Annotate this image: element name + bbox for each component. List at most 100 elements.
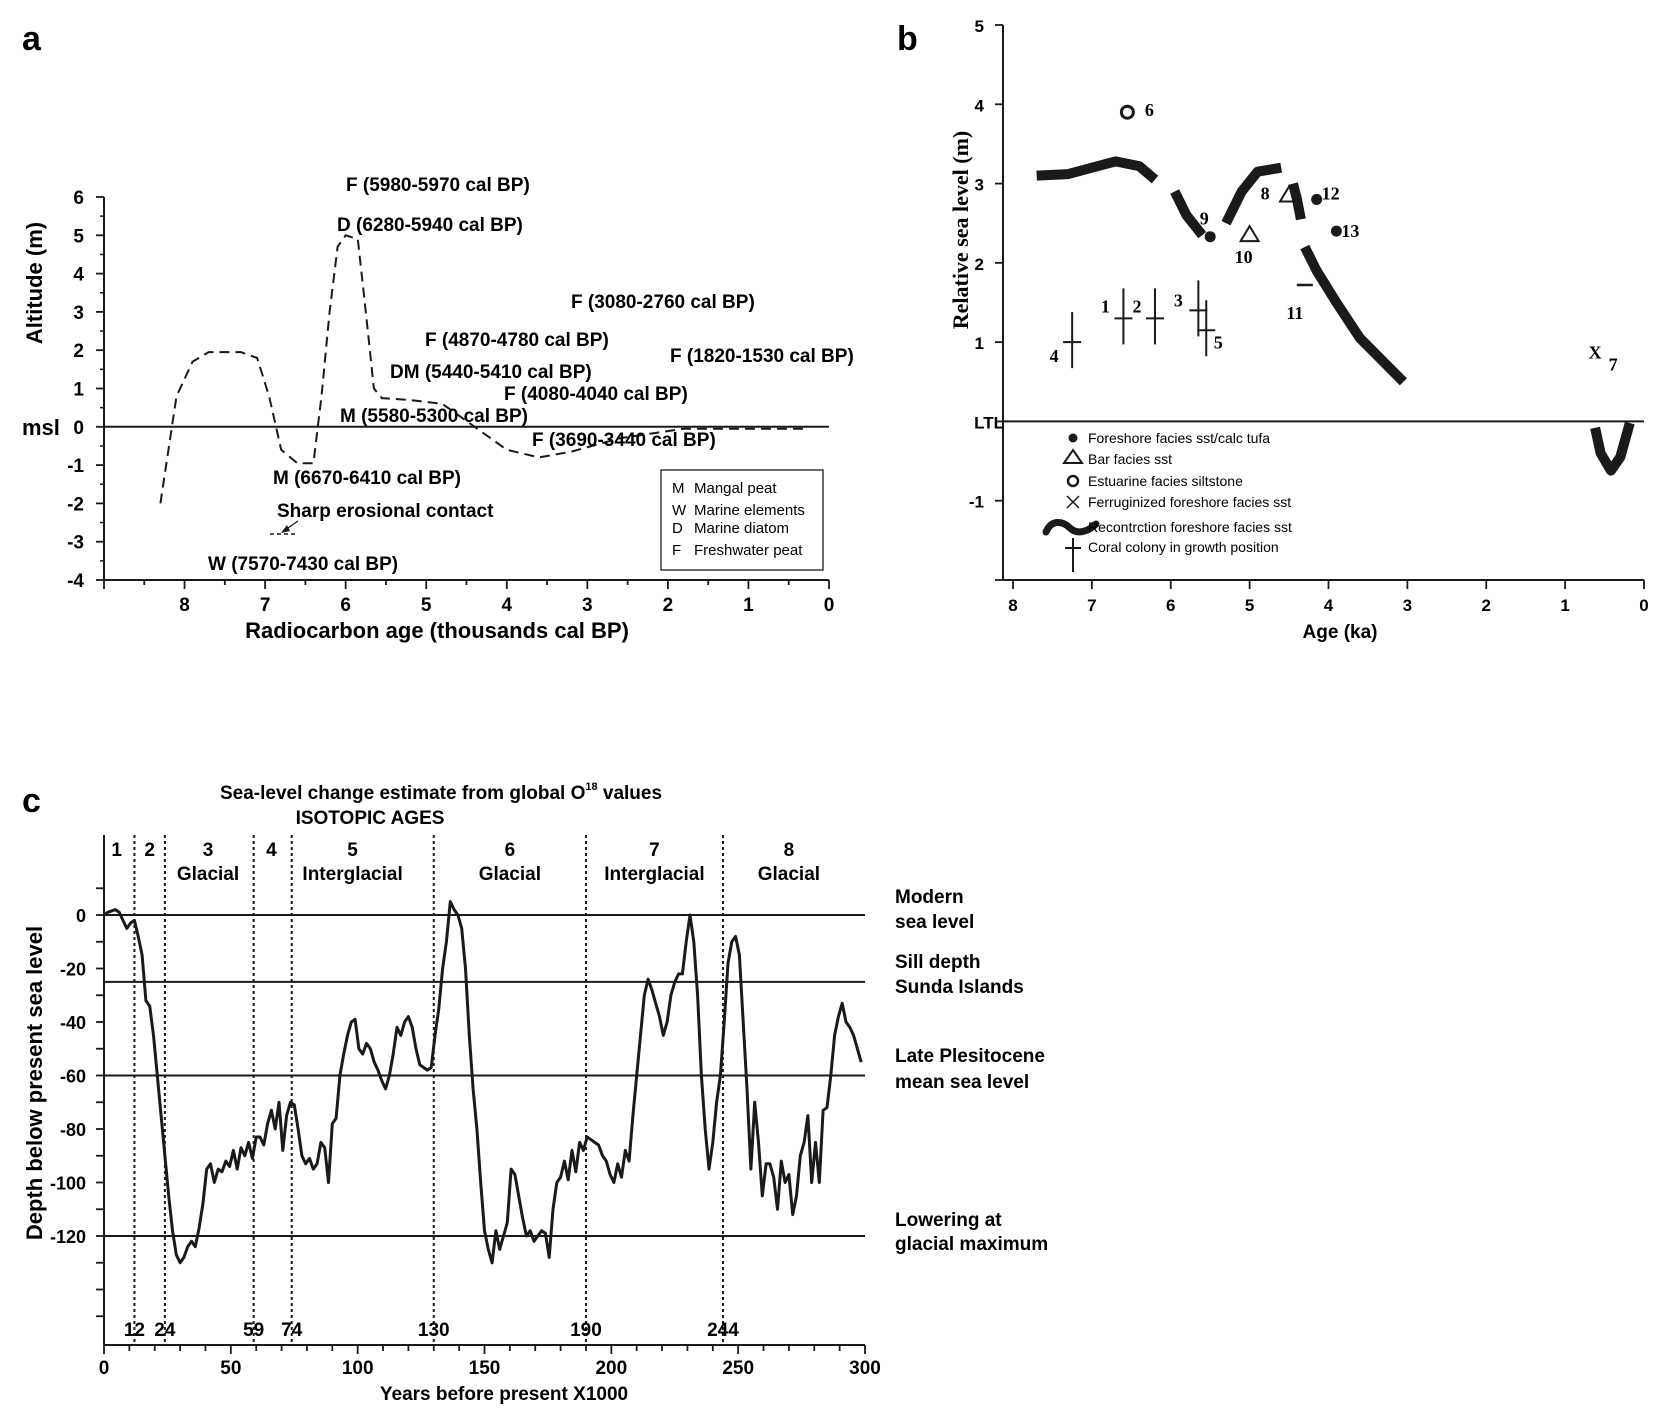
estuarine-point <box>1119 104 1135 120</box>
panel-c-boundary-label: 74 <box>281 1320 303 1341</box>
legend-label: Foreshore facies sst/calc tufa <box>1088 430 1270 446</box>
panel-b-reconstruction-curve <box>1300 244 1407 386</box>
panel-a-x-axis-title: Radiocarbon age (thousands cal BP) <box>245 618 629 643</box>
panel-b-reconstruction-curve <box>1170 189 1207 239</box>
panel-a-y-tick-label: 3 <box>73 303 84 324</box>
panel-c-reference-label: mean sea level <box>895 1072 1029 1093</box>
panel-c-stage-number: 6 <box>505 840 516 861</box>
panel-b-point-label: 9 <box>1200 209 1209 229</box>
panel-b-x-axis-title: Age (ka) <box>1303 622 1378 643</box>
panel-b-y-axis-title: Relative sea level (m) <box>948 131 973 330</box>
foreshore-point <box>1204 231 1216 243</box>
panel-b-y-tick-label: 1 <box>975 334 984 353</box>
panel-c-boundary-label: 12 <box>124 1320 145 1341</box>
legend-wave-icon <box>1042 519 1100 536</box>
panel-b-x-tick-label: 2 <box>1482 596 1491 615</box>
panel-a-y-tick-label: 6 <box>73 188 84 209</box>
panel-b-point-label: 4 <box>1050 346 1059 366</box>
panel-a-y-tick-label: 1 <box>73 380 84 401</box>
panel-a-x-tick-label: 8 <box>179 595 190 616</box>
panel-b-point-label: 10 <box>1235 247 1253 267</box>
panel-b-point-label: 12 <box>1322 183 1340 203</box>
panel-c-y-tick-label: -100 <box>50 1174 86 1194</box>
panel-b-y-tick-label: 4 <box>975 96 985 115</box>
panel-c-x-tick-label: 0 <box>99 1358 110 1379</box>
panel-b-y-tick-label: LTL <box>974 413 1004 432</box>
panel-c-y-tick-label: -40 <box>60 1013 86 1033</box>
panel-c-stage-name: Glacial <box>177 864 239 885</box>
panel-a-x-tick-label: 4 <box>501 595 512 616</box>
panel-c-stage-name: Interglacial <box>302 864 402 885</box>
panel-a-y-tick-label: -4 <box>67 571 84 592</box>
panel-b-point-label: 7 <box>1609 354 1618 374</box>
panel-c-x-tick-label: 150 <box>469 1358 501 1379</box>
panel-a-y-tick-label: 0 <box>73 418 84 439</box>
panel-c-title: Sea-level change estimate from global O1… <box>220 781 662 804</box>
panel-a-x-tick-label: 7 <box>260 595 271 616</box>
panel-a-axes: 8 7 6 5 4 3 2 1 0 6 5 4 3 2 1 0 -1 -2 -3 -4 msl <box>22 188 834 616</box>
panel-b-x-tick-label: 6 <box>1166 596 1175 615</box>
panel-a-dashed-curve <box>159 234 805 504</box>
panel-c-y-tick-label: -20 <box>60 960 86 980</box>
panel-b-point-label: 3 <box>1174 290 1183 310</box>
panel-c-letter: c <box>22 782 41 820</box>
panel-a-annotation: F (4870-4780 cal BP) <box>425 330 609 351</box>
coral-point <box>1063 312 1082 369</box>
panel-a-y-axis-title: Altitude (m) <box>22 222 47 344</box>
panel-a-y-tick-label: 4 <box>73 265 84 286</box>
panel-b-reconstruction-curve <box>1036 156 1159 184</box>
panel-b-x-tick-label: 5 <box>1245 596 1254 615</box>
panel-a-x-tick-label: 2 <box>663 595 674 616</box>
panel-b-x-tick-label: 1 <box>1560 596 1569 615</box>
panel-a-y-tick-label: 2 <box>73 341 84 362</box>
bar-point <box>1278 184 1300 203</box>
panel-a-annotation: F (4080-4040 cal BP) <box>504 384 688 405</box>
panel-a: a 8 7 6 5 4 3 2 1 0 6 5 4 3 2 1 0 -1 -2 -3 -4 msl Altitude (… <box>22 20 854 643</box>
panel-b-point-label: 5 <box>1214 332 1223 352</box>
panel-c-stage-number: 3 <box>203 840 214 861</box>
panel-a-annotation: W (7570-7430 cal BP) <box>208 554 398 575</box>
panel-c-stage-number: 4 <box>266 840 277 861</box>
panel-b-point-label: 11 <box>1286 303 1303 323</box>
panel-c-boundary-label: 130 <box>418 1320 450 1341</box>
panel-c-stage-number: 1 <box>111 840 122 861</box>
panel-c-boundary-label: 59 <box>243 1320 264 1341</box>
legend-label: Bar facies sst <box>1088 451 1172 467</box>
ferruginized-point: X <box>1589 342 1602 362</box>
legend-code: W <box>672 502 687 519</box>
panel-c-y-tick-label: 0 <box>76 906 86 926</box>
legend-label: Freshwater peat <box>694 542 803 559</box>
panel-b-x-tick-label: 7 <box>1087 596 1096 615</box>
panel-a-annotation: F (3690-3440 cal BP) <box>532 430 716 451</box>
coral-point <box>1189 280 1208 337</box>
panel-c-y-tick-label: -60 <box>60 1067 86 1087</box>
coral-point <box>1197 300 1216 357</box>
panel-b-point-label: 13 <box>1341 221 1359 241</box>
panel-b-x-tick-label: 8 <box>1008 596 1017 615</box>
panel-b-reconstruction-curve <box>1221 162 1283 226</box>
panel-a-y-tick-label: -3 <box>67 533 84 554</box>
panel-a-annotation: F (5980-5970 cal BP) <box>346 175 530 196</box>
legend-label: Mangal peat <box>694 480 777 497</box>
panel-c-y-axis-title: Depth below present sea level <box>22 926 47 1240</box>
legend-dot-icon <box>1068 433 1078 443</box>
panel-a-legend: M Mangal peat W Marine elements D Marine… <box>660 469 824 571</box>
legend-cross-icon <box>1065 538 1081 572</box>
panel-c-stage-number: 2 <box>144 840 155 861</box>
panel-a-y-tick-label: -1 <box>67 456 84 477</box>
panel-b-point-label: 6 <box>1145 100 1154 120</box>
panel-c-x-axis-title: Years before present X1000 <box>380 1384 628 1405</box>
legend-label: Coral colony in growth position <box>1088 539 1279 555</box>
panel-c-reference-label: Late Plesitocene <box>895 1046 1045 1067</box>
panel-c-reference-label: Lowering at <box>895 1210 1002 1231</box>
legend-label: Marine diatom <box>694 520 789 537</box>
panel-a-x-tick-label: 5 <box>421 595 432 616</box>
legend-code: M <box>672 480 685 497</box>
panel-c: c Sea-level change estimate from global … <box>22 781 1048 1405</box>
panel-c-boundary-label: 190 <box>570 1320 602 1341</box>
panel-c-x-tick-label: 50 <box>220 1358 241 1379</box>
panel-a-x-tick-label: 0 <box>824 595 835 616</box>
